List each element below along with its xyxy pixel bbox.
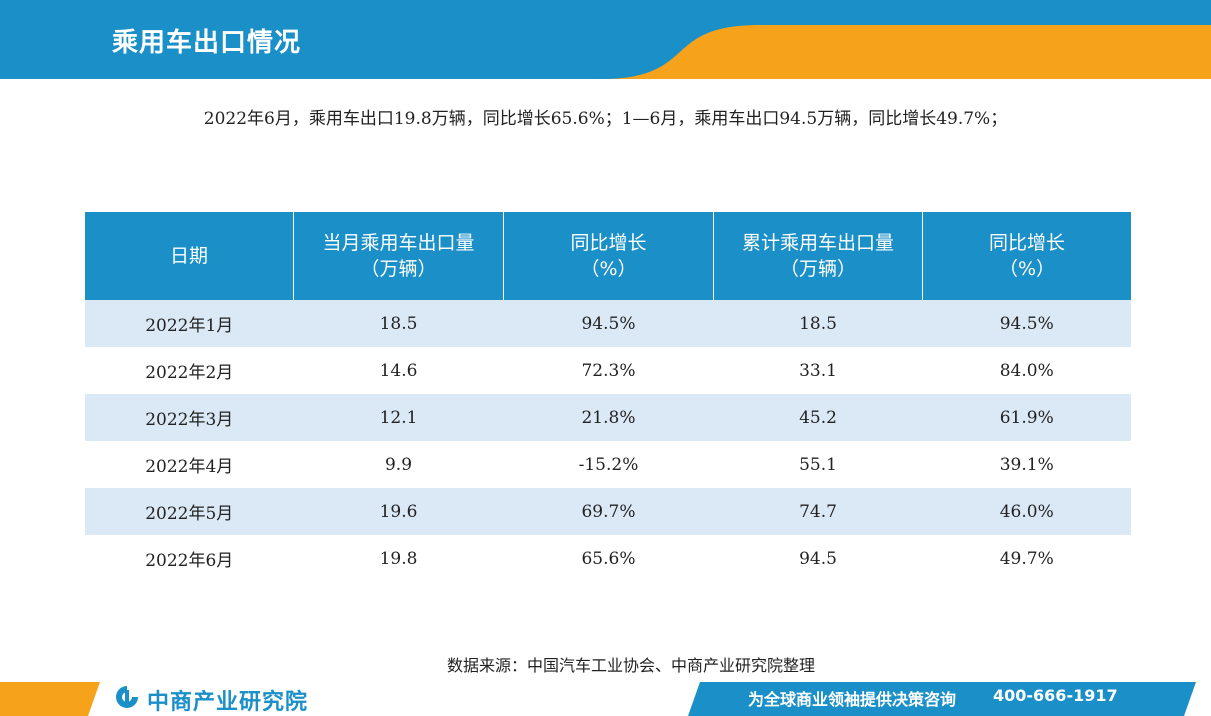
header-label: 当月乘用车出口量 [322,232,475,254]
company-logo-text: 中商产业研究院 [147,690,309,715]
cell-cumulative-export: 18.5 [713,300,923,347]
footer-banner [0,682,1211,716]
table-row: 2022年6月 19.8 65.6% 94.5 49.7% [85,535,1131,582]
cell-monthly-yoy: 72.3% [503,347,714,394]
cell-monthly-yoy: 69.7% [503,488,714,535]
cell-date: 2022年1月 [85,300,294,347]
header-date: 日期 [85,212,294,300]
table-row: 2022年1月 18.5 94.5% 18.5 94.5% [85,300,1131,347]
cell-monthly-yoy: -15.2% [503,441,714,488]
cell-monthly-export: 12.1 [293,394,504,441]
cell-monthly-yoy: 94.5% [503,300,714,347]
table-row: 2022年4月 9.9 -15.2% 55.1 39.1% [85,441,1131,488]
table-row: 2022年5月 19.6 69.7% 74.7 46.0% [85,488,1131,535]
cell-cumulative-yoy: 84.0% [922,347,1131,394]
cell-cumulative-yoy: 94.5% [922,300,1131,347]
header-label: 同比增长 [570,232,647,254]
cell-cumulative-yoy: 61.9% [922,394,1131,441]
cell-date: 2022年2月 [85,347,294,394]
cell-monthly-export: 18.5 [293,300,504,347]
cell-date: 2022年3月 [85,394,294,441]
table-header-row: 日期 当月乘用车出口量 （万辆） 同比增长 （%） 累计乘用车出口量 （万辆） … [85,212,1131,300]
header-monthly-yoy: 同比增长 （%） [503,212,714,300]
header-cumulative-export: 累计乘用车出口量 （万辆） [713,212,923,300]
cell-cumulative-export: 74.7 [713,488,923,535]
cell-date: 2022年5月 [85,488,294,535]
cell-cumulative-yoy: 39.1% [922,441,1131,488]
export-data-table: 日期 当月乘用车出口量 （万辆） 同比增长 （%） 累计乘用车出口量 （万辆） … [85,212,1131,582]
footer-slogan: 为全球商业领袖提供决策咨询 [748,690,957,709]
header-unit: （%） [998,258,1056,280]
cell-cumulative-yoy: 46.0% [922,488,1131,535]
footer-phone: 400-666-1917 [993,686,1118,705]
page-title: 乘用车出口情况 [112,28,302,58]
cell-monthly-export: 19.8 [293,535,504,582]
cell-cumulative-export: 94.5 [713,535,923,582]
source-note: 数据来源：中国汽车工业协会、中商产业研究院整理 [446,656,815,675]
header-banner: 乘用车出口情况 [0,0,1211,79]
cell-cumulative-export: 55.1 [713,441,923,488]
cell-monthly-yoy: 21.8% [503,394,714,441]
cell-cumulative-yoy: 49.7% [922,535,1131,582]
cell-date: 2022年4月 [85,441,294,488]
header-unit: （万辆） [360,258,437,280]
cell-monthly-export: 9.9 [293,441,504,488]
cell-cumulative-export: 33.1 [713,347,923,394]
table-row: 2022年3月 12.1 21.8% 45.2 61.9% [85,394,1131,441]
header-label: 日期 [169,245,208,267]
header-monthly-export: 当月乘用车出口量 （万辆） [293,212,504,300]
header-background [0,0,1211,79]
cell-monthly-export: 19.6 [293,488,504,535]
summary-text: 2022年6月，乘用车出口19.8万辆，同比增长65.6%；1—6月，乘用车出口… [203,109,1008,129]
company-logo-icon [116,686,138,708]
table-row: 2022年2月 14.6 72.3% 33.1 84.0% [85,347,1131,394]
header-unit: （%） [580,258,637,280]
cell-monthly-yoy: 65.6% [503,535,714,582]
footer-background [0,682,1211,716]
cell-cumulative-export: 45.2 [713,394,923,441]
cell-monthly-export: 14.6 [293,347,504,394]
cell-date: 2022年6月 [85,535,294,582]
header-unit: （万辆） [779,258,856,280]
header-cumulative-yoy: 同比增长 （%） [922,212,1131,300]
header-label: 累计乘用车出口量 [741,232,894,254]
header-label: 同比增长 [988,232,1065,254]
